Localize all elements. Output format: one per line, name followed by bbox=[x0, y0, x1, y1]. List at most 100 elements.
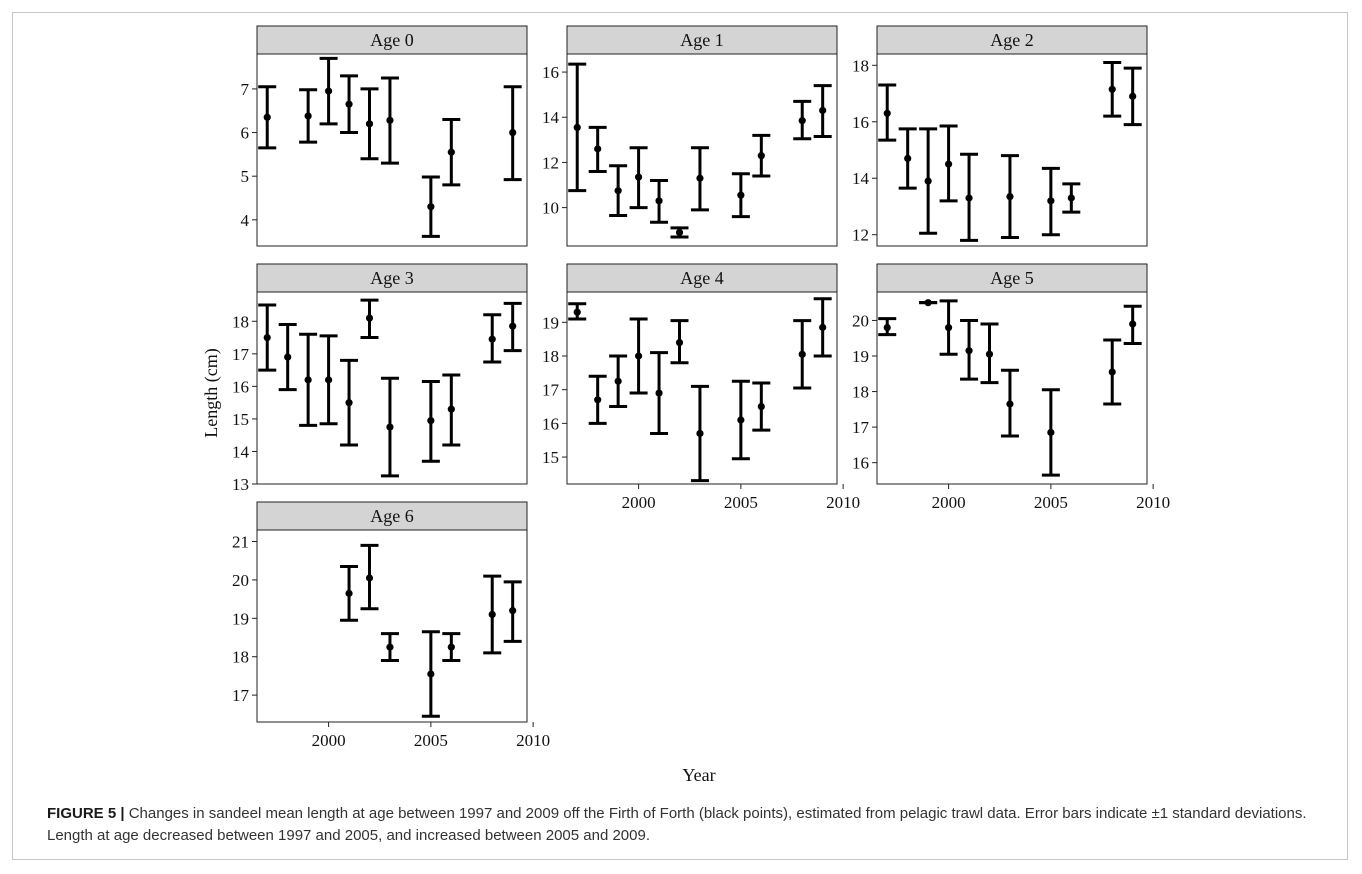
y-tick-label: 17 bbox=[232, 345, 250, 364]
y-tick-label: 12 bbox=[542, 153, 559, 172]
data-point bbox=[675, 228, 684, 237]
data-point bbox=[965, 347, 973, 355]
facet-title: Age 0 bbox=[370, 30, 414, 50]
data-point bbox=[1067, 194, 1075, 202]
data-point bbox=[345, 399, 353, 407]
panel-1: Age 1 10 12 14 16 bbox=[542, 25, 838, 247]
data-point bbox=[1006, 192, 1014, 201]
y-tick-label: 20 bbox=[232, 571, 249, 590]
x-tick-label: 2005 bbox=[414, 731, 448, 750]
caption-text: Changes in sandeel mean length at age be… bbox=[47, 805, 1307, 844]
y-tick-label: 14 bbox=[232, 442, 250, 461]
data-point bbox=[345, 100, 353, 108]
data-point bbox=[655, 389, 663, 397]
y-tick-label: 19 bbox=[542, 313, 559, 332]
panel-border bbox=[256, 529, 528, 723]
x-tick-label: 2000 bbox=[932, 493, 966, 512]
y-tick-label: 12 bbox=[852, 226, 869, 245]
y-tick-label: 18 bbox=[852, 56, 869, 75]
y-tick-label: 19 bbox=[232, 609, 249, 628]
data-point bbox=[1108, 85, 1116, 93]
panel-5: Age 5 16 17 18 19 20 2000 2005 2010 bbox=[852, 263, 1170, 512]
data-point bbox=[427, 416, 435, 425]
data-point bbox=[345, 589, 353, 597]
data-point bbox=[447, 405, 455, 413]
data-point bbox=[573, 123, 581, 132]
data-point bbox=[304, 376, 312, 384]
data-point bbox=[1047, 197, 1055, 205]
data-point bbox=[819, 323, 827, 331]
data-point bbox=[696, 174, 704, 182]
y-tick-label: 10 bbox=[542, 199, 559, 218]
panel-border bbox=[256, 291, 528, 485]
panel-6: Age 6 17 18 19 20 21 2000 2005 2010 bbox=[232, 501, 550, 750]
y-tick-label: 16 bbox=[542, 414, 559, 433]
data-point bbox=[488, 335, 496, 343]
data-point bbox=[386, 643, 394, 651]
x-tick-label: 2010 bbox=[1136, 493, 1170, 512]
y-tick-label: 21 bbox=[232, 533, 249, 552]
y-tick-label: 16 bbox=[542, 63, 559, 82]
data-point bbox=[883, 323, 891, 332]
figure-caption: FIGURE 5 | Changes in sandeel mean lengt… bbox=[47, 803, 1337, 847]
facet-title: Age 2 bbox=[990, 30, 1034, 50]
facet-strip bbox=[256, 501, 528, 531]
panel-2: Age 2 12 14 16 18 bbox=[852, 25, 1148, 247]
data-point bbox=[944, 323, 953, 332]
facet-title: Age 1 bbox=[680, 30, 724, 50]
data-point bbox=[1006, 400, 1014, 408]
data-point bbox=[509, 322, 517, 330]
data-point bbox=[509, 128, 517, 137]
y-tick-label: 19 bbox=[852, 347, 869, 366]
facet-title: Age 4 bbox=[680, 268, 724, 288]
data-point bbox=[365, 574, 374, 582]
data-point bbox=[365, 314, 374, 322]
data-point bbox=[263, 113, 271, 121]
x-axis-label: Year bbox=[682, 765, 715, 785]
data-point bbox=[386, 423, 394, 431]
data-point bbox=[1108, 368, 1116, 376]
figure-frame: Length (cm) Year Age 0 4 5 6 7 Age 1 10 12 14 16 A… bbox=[12, 12, 1348, 860]
panel-border bbox=[256, 53, 528, 247]
facet-strip bbox=[256, 25, 528, 55]
y-tick-label: 6 bbox=[241, 124, 250, 143]
data-point bbox=[655, 197, 663, 205]
y-tick-label: 15 bbox=[232, 410, 249, 429]
data-point bbox=[427, 670, 435, 678]
data-point bbox=[573, 308, 581, 316]
data-point bbox=[509, 607, 517, 615]
data-point bbox=[365, 120, 374, 128]
data-point bbox=[798, 117, 806, 125]
y-tick-label: 5 bbox=[241, 167, 250, 186]
data-point bbox=[263, 333, 271, 342]
data-point bbox=[924, 177, 932, 185]
data-point bbox=[757, 152, 765, 160]
data-point bbox=[904, 154, 912, 163]
y-tick-label: 20 bbox=[852, 311, 869, 330]
data-point bbox=[386, 116, 394, 124]
facet-title: Age 3 bbox=[370, 268, 414, 288]
data-point bbox=[1129, 92, 1137, 100]
data-point bbox=[427, 203, 435, 211]
panel-0: Age 0 4 5 6 7 bbox=[241, 25, 528, 247]
data-point bbox=[324, 87, 333, 95]
data-point bbox=[594, 396, 602, 404]
x-tick-label: 2010 bbox=[826, 493, 860, 512]
y-tick-label: 14 bbox=[852, 169, 870, 188]
panel-border bbox=[876, 291, 1148, 485]
y-tick-label: 16 bbox=[852, 454, 869, 473]
facet-strip bbox=[566, 263, 838, 293]
y-tick-label: 7 bbox=[241, 80, 250, 99]
data-point bbox=[737, 416, 745, 424]
y-tick-label: 17 bbox=[542, 381, 560, 400]
y-tick-label: 17 bbox=[852, 418, 870, 437]
facet-title: Age 5 bbox=[990, 268, 1034, 288]
data-point bbox=[488, 610, 496, 619]
data-point bbox=[798, 350, 806, 358]
data-point bbox=[965, 194, 973, 202]
y-tick-label: 15 bbox=[542, 448, 559, 467]
y-tick-label: 4 bbox=[241, 211, 250, 230]
x-tick-label: 2005 bbox=[1034, 493, 1068, 512]
facet-strip bbox=[876, 25, 1148, 55]
